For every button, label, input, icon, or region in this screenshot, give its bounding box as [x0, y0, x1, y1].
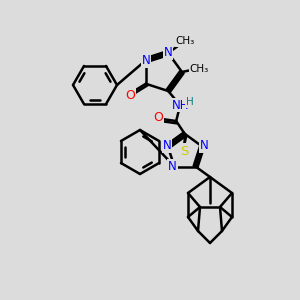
Text: NH: NH — [171, 98, 189, 112]
Text: N: N — [163, 139, 171, 152]
Text: N: N — [164, 46, 172, 59]
Text: CH₃: CH₃ — [176, 36, 195, 46]
Text: O: O — [153, 110, 163, 124]
Text: N: N — [168, 160, 177, 173]
Text: N: N — [200, 139, 208, 152]
Text: N: N — [141, 54, 150, 67]
Text: CH₃: CH₃ — [189, 64, 208, 74]
Text: H: H — [186, 97, 194, 107]
Text: S: S — [180, 145, 188, 158]
Text: O: O — [125, 89, 135, 102]
